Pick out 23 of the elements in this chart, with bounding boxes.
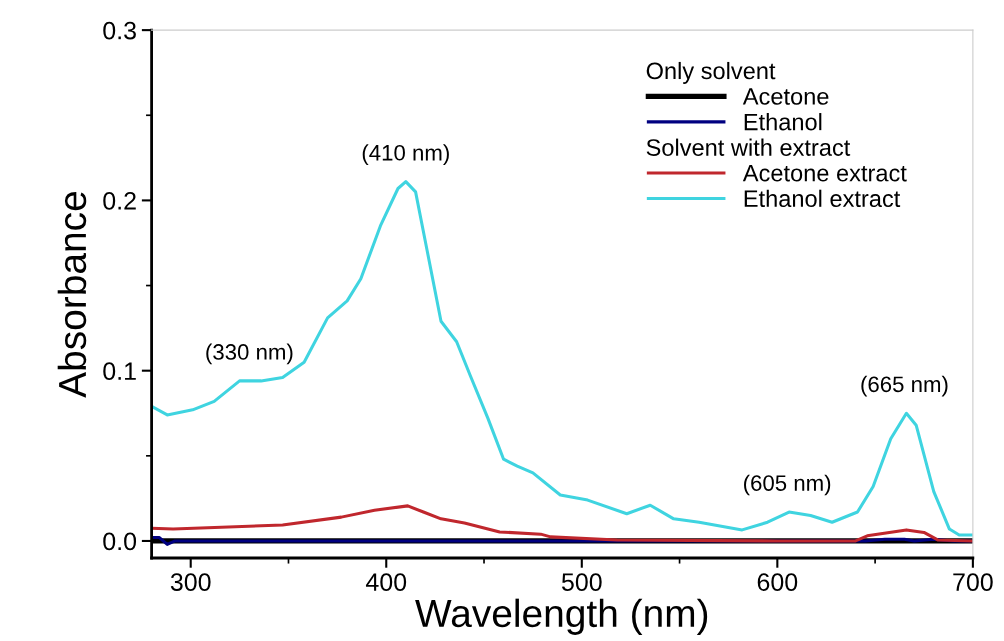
y-axis-title: Absorbance xyxy=(57,192,87,398)
x-tick-label: 300 xyxy=(170,573,211,591)
annotation: (665 nm) xyxy=(861,375,948,397)
line-series xyxy=(151,180,973,537)
y-tick-label: 0.3 xyxy=(103,21,136,40)
y-tick-label: 0.1 xyxy=(103,362,136,380)
legend-label: Acetone xyxy=(742,88,829,105)
y-tick-label: 0.2 xyxy=(103,192,136,210)
annotation: (605 nm) xyxy=(744,474,831,496)
legend-label: Acetone extract xyxy=(742,165,907,182)
y-tick-label: 0.0 xyxy=(103,532,137,551)
x-tick-label: 600 xyxy=(757,573,798,591)
annotation: (410 nm) xyxy=(362,144,449,165)
x-tick-label: 700 xyxy=(953,573,993,591)
x-tick-label: 500 xyxy=(561,573,602,591)
line-series xyxy=(151,504,973,543)
x-axis-title: Wavelength (nm) xyxy=(415,598,708,635)
annotation: (330 nm) xyxy=(206,343,293,365)
legend-label: Ethanol extract xyxy=(744,189,901,208)
annotation: Solvent with extract xyxy=(646,138,851,156)
x-tick-label: 400 xyxy=(365,573,407,591)
annotation: Only solvent xyxy=(646,61,776,84)
legend-label: Ethanol xyxy=(744,113,822,131)
